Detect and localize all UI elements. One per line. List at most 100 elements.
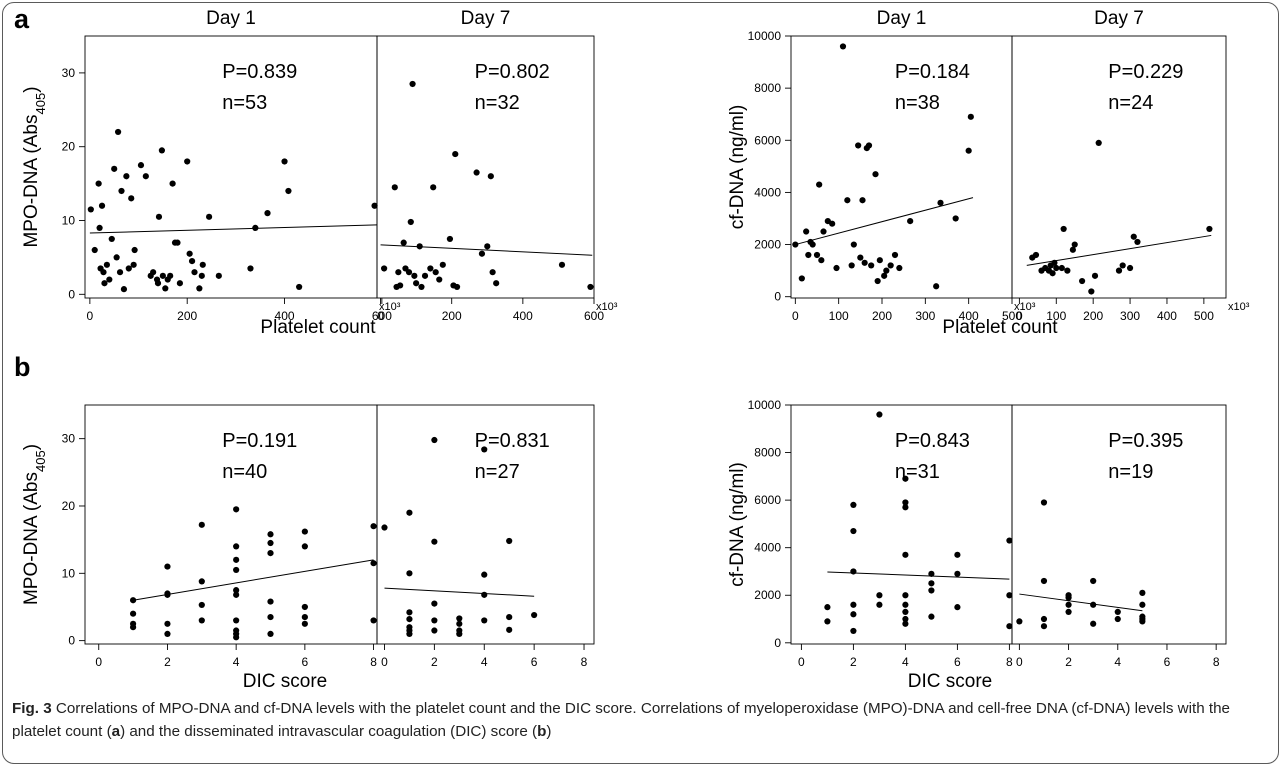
data-point	[862, 260, 868, 266]
x-axis-label-a-left: Platelet count	[260, 317, 376, 338]
data-point	[370, 617, 376, 623]
data-point	[816, 181, 822, 187]
data-point	[859, 197, 865, 203]
data-point	[1041, 578, 1047, 584]
data-point	[164, 592, 170, 598]
y-tick-label: 8000	[754, 446, 781, 460]
data-point	[1134, 239, 1140, 245]
data-point	[406, 510, 412, 516]
data-point	[1065, 602, 1071, 608]
x-multiplier-label: x10³	[1228, 301, 1250, 313]
x-tick-label: 0	[798, 655, 805, 669]
chart-title: Day 1	[206, 8, 256, 29]
data-point	[850, 568, 856, 574]
data-point	[953, 215, 959, 221]
data-point	[1115, 616, 1121, 622]
data-point	[1090, 621, 1096, 627]
x-axis-label-b-left: DIC score	[243, 671, 327, 692]
data-point	[199, 578, 205, 584]
data-point	[252, 225, 258, 231]
data-point	[481, 617, 487, 623]
data-point	[902, 552, 908, 558]
n-count-label: n=19	[1108, 461, 1153, 483]
data-point	[406, 616, 412, 622]
data-point	[1072, 241, 1078, 247]
n-count-label: n=53	[222, 92, 267, 114]
data-point	[233, 567, 239, 573]
data-point	[902, 609, 908, 615]
data-point	[199, 602, 205, 608]
data-point	[850, 502, 856, 508]
data-point	[397, 282, 403, 288]
p-value-label: P=0.184	[895, 61, 970, 83]
y-tick-label: 2000	[754, 238, 781, 252]
x-tick-label: 8	[581, 655, 588, 669]
data-point	[805, 252, 811, 258]
y-tick-label: 6000	[754, 133, 781, 147]
x-tick-label: 6	[954, 655, 961, 669]
chart-a-mpo-day7: 0 200 400 600x10³Day 7P=0.802n=32	[377, 8, 618, 323]
n-count-label: n=40	[222, 461, 267, 483]
data-point	[406, 570, 412, 576]
data-point	[1053, 265, 1059, 271]
y-tick-label: 0	[774, 290, 781, 304]
x-tick-label: 0	[87, 309, 94, 323]
n-count-label: n=38	[895, 92, 940, 114]
data-point	[156, 214, 162, 220]
data-point	[267, 550, 273, 556]
data-point	[820, 228, 826, 234]
data-point	[1033, 252, 1039, 258]
chart-b-mpo-dic7: 0 2 4 6 8 P=0.831 n=27	[377, 405, 594, 669]
data-point	[92, 247, 98, 253]
data-point	[902, 476, 908, 482]
data-point	[1139, 590, 1145, 596]
data-point	[199, 522, 205, 528]
data-point	[810, 241, 816, 247]
data-point	[302, 621, 308, 627]
data-point	[876, 411, 882, 417]
data-point	[104, 262, 110, 268]
chart-title: Day 1	[877, 8, 927, 29]
data-point	[155, 280, 161, 286]
data-point	[395, 269, 401, 275]
data-point	[954, 604, 960, 610]
data-point	[876, 592, 882, 598]
data-point	[200, 262, 206, 268]
trend-line	[384, 588, 534, 596]
data-point	[902, 592, 908, 598]
data-point	[876, 602, 882, 608]
data-point	[114, 254, 120, 260]
data-point	[130, 624, 136, 630]
data-point	[302, 604, 308, 610]
x-tick-label: 0	[792, 309, 799, 323]
x-tick-label: 6	[531, 655, 538, 669]
data-point	[1131, 234, 1137, 240]
data-point	[99, 203, 105, 209]
data-point	[427, 265, 433, 271]
data-point	[281, 158, 287, 164]
p-value-label: P=0.843	[895, 430, 970, 452]
data-point	[966, 148, 972, 154]
data-point	[162, 285, 168, 291]
data-point	[121, 286, 127, 292]
data-point	[430, 184, 436, 190]
data-point	[267, 631, 273, 637]
data-point	[431, 601, 437, 607]
data-point	[184, 158, 190, 164]
data-point	[392, 184, 398, 190]
data-point	[130, 611, 136, 617]
data-point	[233, 617, 239, 623]
x-tick-label: 4	[233, 655, 240, 669]
data-point	[138, 162, 144, 168]
data-point	[97, 225, 103, 231]
x-tick-label: 0	[381, 655, 388, 669]
data-point	[868, 262, 874, 268]
x-tick-label: 4	[902, 655, 909, 669]
p-value-label: P=0.191	[222, 430, 297, 452]
data-point	[196, 285, 202, 291]
data-point	[413, 280, 419, 286]
data-point	[267, 540, 273, 546]
data-point	[902, 602, 908, 608]
x-tick-label: 8	[1213, 655, 1220, 669]
x-tick-label: 0	[1016, 655, 1023, 669]
